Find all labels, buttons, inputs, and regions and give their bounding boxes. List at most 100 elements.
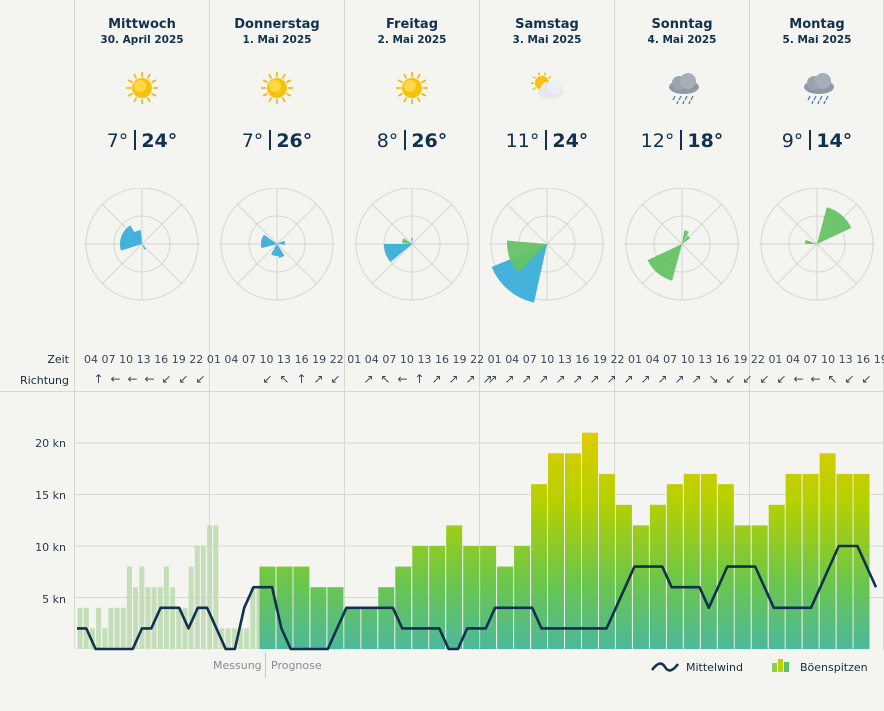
column-divider (344, 0, 345, 650)
measured-gust-bar (89, 628, 95, 649)
wind-direction-arrow: ↗ (657, 372, 668, 386)
rain-cloud-icon (664, 70, 700, 106)
hour-label: 22 (329, 353, 344, 366)
wind-direction-arrow: ↖ (827, 372, 838, 386)
hour-label: 19 (452, 353, 467, 366)
forecast-gust-bar (649, 504, 666, 649)
forecast-gust-bar (768, 504, 785, 649)
wind-direction-arrow: ↙ (330, 372, 341, 386)
hour-label: 01 (487, 353, 502, 366)
wind-direction-arrow: ↗ (555, 372, 566, 386)
wind-chart (75, 432, 884, 651)
sun-cloud-icon (529, 70, 565, 106)
column-divider (749, 0, 750, 650)
temp-min: 8° (376, 130, 399, 152)
hour-label: 22 (610, 353, 625, 366)
chart-top-rule (0, 391, 884, 392)
rain-cloud-icon (799, 70, 835, 106)
y-tick-label: 15 kn (35, 489, 66, 502)
wind-direction-arrow: ↙ (759, 372, 770, 386)
forecast-gust-bar (598, 473, 615, 649)
measured-gust-bar (108, 607, 114, 649)
forecast-gust-bar (514, 546, 531, 649)
wind-direction-arrow: ↖ (380, 372, 391, 386)
forecast-gust-bar (259, 566, 276, 649)
temp-max: 24° (552, 130, 589, 152)
temp-min: 9° (781, 130, 804, 152)
hour-label: 01 (628, 353, 643, 366)
hour-label: 16 (715, 353, 730, 366)
measured-gust-bar (256, 587, 262, 649)
forecast-gust-bar (548, 453, 564, 649)
wind-direction-arrow: ↙ (742, 372, 753, 386)
measured-gust-bar (182, 607, 188, 649)
day-column: Freitag 2. Mai 2025 8° 26° (345, 0, 479, 301)
forecast-gust-bar (463, 546, 480, 649)
hour-label: 19 (312, 353, 327, 366)
wind-rose (219, 188, 335, 301)
wind-direction-arrow: ↑ (93, 372, 104, 386)
hour-label: 07 (803, 353, 818, 366)
hour-label: 04 (645, 353, 660, 366)
measured-gust-bar (188, 566, 194, 649)
hour-label: 10 (680, 353, 695, 366)
zeit-label: Zeit (47, 353, 69, 366)
wind-direction-arrow: ↗ (487, 372, 498, 386)
wind-direction-arrow: ↙ (776, 372, 787, 386)
hour-label: 16 (575, 353, 590, 366)
day-column: Donnerstag 1. Mai 2025 7° 26° (210, 0, 344, 301)
wind-rose (759, 188, 875, 301)
richtung-label: Richtung (20, 374, 69, 387)
wind-direction-arrow: ← (144, 372, 155, 386)
measured-gust-bar (114, 607, 120, 649)
temperature-range: 7° 24° (75, 130, 209, 152)
day-column: Samstag 3. Mai 2025 11° 24° (480, 0, 614, 303)
temp-max: 24° (141, 130, 178, 152)
measured-gust-bar (176, 607, 182, 649)
day-name: Freitag (385, 17, 439, 32)
measured-gust-bar (151, 587, 157, 649)
wind-direction-arrow: ↗ (313, 372, 324, 386)
wind-rose (354, 188, 470, 301)
day-name: Sonntag (651, 17, 713, 32)
hour-label: 19 (171, 353, 186, 366)
temperature-range: 9° 14° (750, 130, 884, 152)
sun-icon (394, 70, 430, 106)
forecast-gust-bar (819, 453, 836, 649)
forecast-gust-bar (632, 525, 649, 649)
day-date: 3. Mai 2025 (512, 34, 582, 46)
mittelwind-legend: Mittelwind (686, 661, 744, 674)
temp-min: 7° (241, 130, 264, 152)
measured-gust-bar (126, 566, 132, 649)
forecast-gust-bar (751, 525, 768, 649)
boeen-legend-icon (772, 659, 789, 672)
wind-direction-arrow: ↗ (448, 372, 459, 386)
y-tick-label: 10 kn (35, 541, 66, 554)
mean-wind-line (77, 544, 878, 651)
day-name: Montag (789, 17, 845, 32)
measured-gust-bar (120, 607, 126, 649)
forecast-gust-bar (429, 546, 446, 649)
wind-rose (489, 188, 605, 303)
wind-direction-arrow: ↗ (482, 372, 493, 386)
wind-direction-arrow: ↗ (465, 372, 476, 386)
hour-label: 19 (733, 353, 748, 366)
wind-direction-arrow: ↑ (414, 372, 425, 386)
hour-label: 16 (294, 353, 309, 366)
hour-label: 13 (698, 353, 713, 366)
column-divider (209, 0, 210, 650)
messung-prognose-divider (265, 652, 266, 678)
hour-label: 16 (154, 353, 169, 366)
hour-label: 04 (364, 353, 379, 366)
temperature-range: 7° 26° (210, 130, 344, 152)
forecast-gust-bar (344, 607, 361, 649)
wind-direction-arrow: ↗ (363, 372, 374, 386)
wind-direction-arrow: ← (110, 372, 121, 386)
day-date: 5. Mai 2025 (782, 34, 852, 46)
forecast-gust-bar (378, 587, 395, 649)
measured-gust-bar (200, 546, 206, 649)
wind-direction-arrow: ↗ (572, 372, 583, 386)
temp-min: 12° (640, 130, 675, 152)
measured-gust-bar (225, 628, 231, 649)
day-name: Samstag (515, 17, 579, 32)
